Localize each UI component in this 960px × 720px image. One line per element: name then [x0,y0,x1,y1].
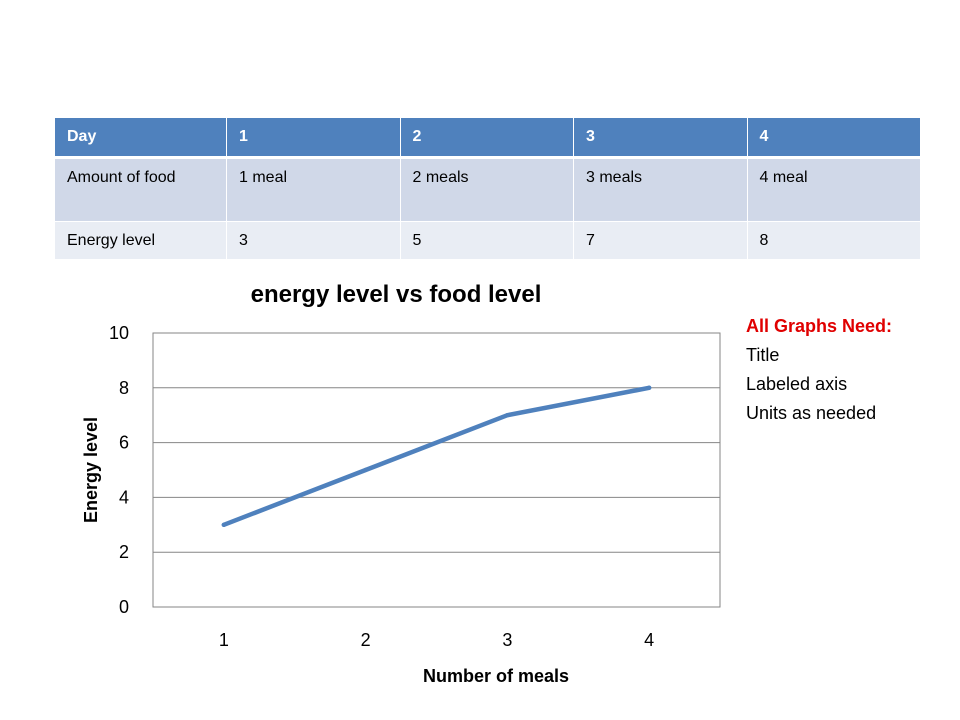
x-tick-label: 4 [644,630,654,650]
y-tick-label: 4 [119,487,129,507]
note-item: Units as needed [746,403,877,423]
chart-series [221,385,652,528]
table-row: Energy level 3 5 7 8 [54,222,920,260]
table-cell: 7 [573,222,747,260]
table-cell: 5 [399,222,573,260]
table-header-cell: 4 [746,118,920,159]
graph-requirements-note: All Graphs Need: Title Labeled axis Unit… [746,312,892,428]
table-header-cell: 1 [226,118,400,159]
table-cell: 2 meals [399,159,573,222]
table-cell: Amount of food [54,159,226,222]
chart-gridlines [153,387,720,553]
y-tick-labels: 0 2 4 6 8 10 [109,323,129,617]
data-point [505,413,510,418]
table-cell: 8 [746,222,920,260]
table-cell: 3 meals [573,159,747,222]
x-tick-label: 2 [361,630,371,650]
x-axis-label: Number of meals [423,666,569,686]
data-point [646,385,652,390]
table-cell: 1 meal [226,159,400,222]
y-tick-label: 10 [109,323,129,343]
note-item: Title [746,345,780,365]
y-tick-label: 0 [119,597,129,617]
table-cell: Energy level [54,222,226,260]
table-header-cell: 2 [399,118,573,159]
table-cell: 4 meal [746,159,920,222]
table-header-cell: 3 [573,118,747,159]
note-heading: All Graphs Need: [746,316,893,336]
series-line [221,385,652,528]
table-cell: 3 [226,222,400,260]
note-item: Labeled axis [746,374,848,394]
data-point [221,522,227,527]
data-point [363,467,368,473]
table-row: Amount of food 1 meal 2 meals 3 meals 4 … [54,159,920,222]
data-table: Day 1 2 3 4 Amount of food 1 meal 2 meal… [54,118,920,260]
table-header-cell: Day [54,118,226,159]
y-tick-label: 2 [119,542,129,562]
table-header-row: Day 1 2 3 4 [54,118,920,159]
x-tick-label: 1 [219,630,229,650]
y-tick-label: 8 [119,378,129,398]
chart-title: energy level vs food level [251,281,542,308]
y-axis-label: Energy level [81,417,101,523]
y-tick-label: 6 [119,433,129,453]
x-tick-label: 3 [502,630,512,650]
plot-area-border [152,332,721,608]
x-tick-labels: 1 2 3 4 [219,630,654,650]
